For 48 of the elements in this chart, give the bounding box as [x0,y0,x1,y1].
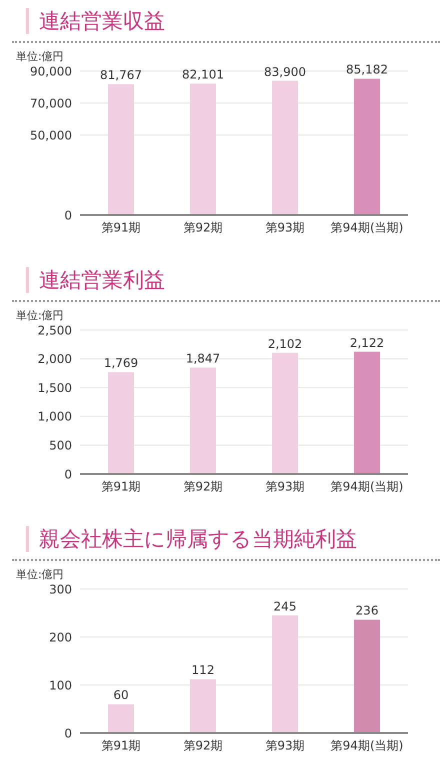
data-label: 60 [113,688,129,702]
chart-title: 連結営業収益 [26,8,440,34]
y-tick-label: 0 [64,726,72,740]
x-tick-label: 第92期 [183,480,223,494]
bar [354,620,380,733]
data-label: 85,182 [346,62,388,77]
y-tick-label: 200 [49,630,72,644]
data-label: 236 [356,604,378,618]
data-label: 2,102 [268,336,302,351]
x-tick-label: 第91期 [101,220,141,235]
chart-title: 連結営業利益 [26,267,440,293]
x-tick-label: 第92期 [183,738,223,753]
x-tick-label: 第93期 [265,220,305,235]
x-tick-label: 第94期(当期) [330,220,404,235]
y-axis-title: 単位:億円 [16,308,65,322]
y-tick-label: 90,000 [30,64,72,78]
data-label: 112 [192,663,214,678]
y-tick-label: 1,500 [38,380,72,395]
data-label: 1,769 [104,356,138,370]
y-tick-label: 2,000 [38,352,72,366]
y-tick-label: 50,000 [30,128,72,142]
chart-title: 親会社株主に帰属する当期純利益 [26,526,440,552]
bar [190,679,216,733]
data-label: 1,847 [186,352,220,366]
bar [108,704,134,733]
x-tick-label: 第94期(当期) [330,738,404,753]
y-tick-label: 0 [64,467,72,482]
x-tick-label: 第92期 [183,220,223,235]
x-tick-label: 第93期 [265,738,305,753]
y-axis-title: 単位:億円 [16,49,65,63]
x-tick-label: 第93期 [265,480,305,494]
y-axis-title: 単位:億円 [16,567,65,581]
x-tick-label: 第91期 [101,480,141,494]
y-tick-label: 300 [49,582,72,596]
y-tick-label: 70,000 [30,96,72,110]
y-tick-label: 0 [64,208,72,222]
y-tick-label: 1,000 [38,410,72,424]
data-label: 82,101 [182,68,224,82]
y-tick-label: 2,500 [38,323,72,338]
data-label: 83,900 [264,64,306,79]
y-tick-label: 500 [49,438,72,452]
y-tick-label: 100 [49,678,72,692]
x-tick-label: 第94期(当期) [330,480,404,494]
data-label: 245 [274,599,296,614]
bar [272,615,298,733]
data-label: 81,767 [100,68,142,82]
x-tick-label: 第91期 [101,738,141,753]
data-label: 2,122 [350,336,384,350]
